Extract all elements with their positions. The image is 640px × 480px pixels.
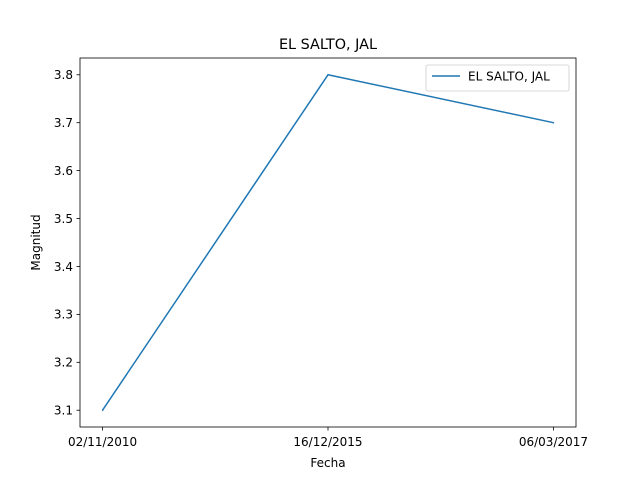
x-tick-label: 16/12/2015 — [293, 435, 362, 449]
plot-frame — [79, 57, 577, 428]
x-tick-label: 06/03/2017 — [519, 435, 588, 449]
y-tick-label: 3.1 — [54, 404, 73, 418]
y-axis-title: Magnitud — [29, 214, 43, 270]
y-tick-label: 3.6 — [54, 164, 73, 178]
data-point — [327, 74, 329, 76]
y-tick-label: 3.7 — [54, 116, 73, 130]
y-tick-label: 3.4 — [54, 260, 73, 274]
data-point — [101, 409, 104, 411]
x-axis-title: Fecha — [310, 456, 345, 470]
y-axis-ticks: 3.1 3.2 3.3 3.4 3.5 3.6 3.7 3.8 — [54, 68, 80, 418]
chart-title: EL SALTO, JAL — [279, 37, 377, 53]
y-tick-label: 3.2 — [54, 356, 73, 370]
y-tick-label: 3.5 — [54, 212, 73, 226]
data-point — [552, 121, 555, 124]
y-tick-label: 3.8 — [54, 68, 73, 82]
x-tick-label: 02/11/2010 — [68, 435, 137, 449]
y-tick-label: 3.3 — [54, 308, 73, 322]
legend: EL SALTO, JAL — [425, 64, 570, 92]
legend-box — [425, 64, 570, 92]
series-points — [101, 74, 555, 411]
x-axis-ticks: 02/11/2010 16/12/2015 06/03/2017 — [68, 427, 588, 449]
legend-label: EL SALTO, JAL — [468, 70, 550, 84]
